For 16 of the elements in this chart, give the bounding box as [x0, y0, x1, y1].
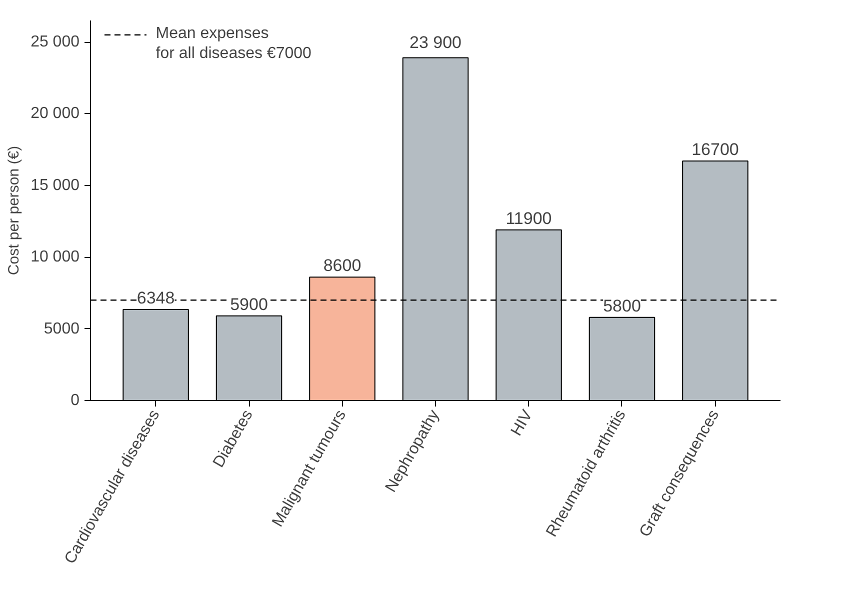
data-label: 5800: [603, 296, 641, 316]
data-label: 6348: [136, 288, 175, 308]
y-tick-label: 15 000: [30, 176, 80, 194]
data-label: 5900: [230, 294, 268, 314]
data-label: 8600: [323, 256, 362, 276]
y-tick-label: 5000: [44, 320, 80, 338]
y-tick-label: 0: [70, 392, 80, 409]
x-tick-label: HIV: [508, 406, 536, 439]
y-tick-label: 10 000: [30, 248, 80, 266]
data-label: 11900: [506, 208, 552, 228]
y-tick-label: 20 000: [30, 105, 80, 122]
data-label: 16700: [692, 140, 739, 160]
legend-label: Mean expenses for all diseases €7000: [156, 24, 312, 62]
y-tick-label: 25 000: [30, 34, 80, 51]
y-axis-title: Cost per person (€): [6, 146, 23, 276]
data-label: 23 900: [410, 32, 462, 52]
